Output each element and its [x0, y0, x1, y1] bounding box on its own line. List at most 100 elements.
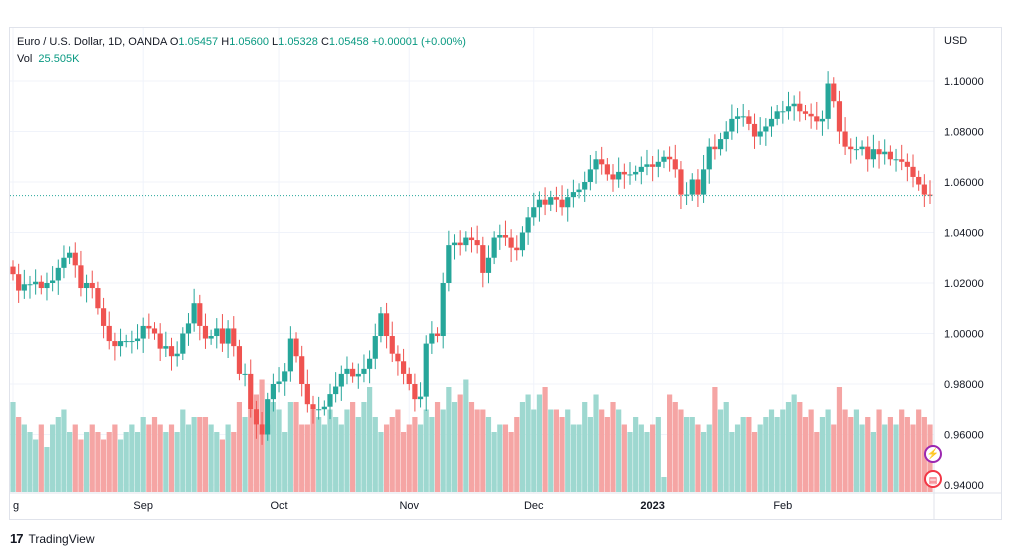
- candle-body: [746, 116, 752, 124]
- candle-body: [814, 116, 820, 122]
- volume-bar: [576, 424, 582, 492]
- candle-body: [55, 267, 61, 281]
- volume-bar: [355, 417, 361, 492]
- volume-bar: [50, 424, 56, 492]
- candle-body: [202, 325, 209, 339]
- volume-bar: [270, 402, 276, 492]
- candle-body: [378, 313, 384, 337]
- candle-body: [395, 353, 401, 362]
- volume-bar: [106, 432, 112, 492]
- price-tick-label: 1.02000: [944, 278, 984, 290]
- tradingview-logo[interactable]: 17 TradingView: [10, 531, 95, 546]
- volume-bar: [768, 409, 775, 492]
- volume-label[interactable]: Vol: [17, 53, 33, 65]
- candle-body: [446, 245, 452, 283]
- volume-bar: [265, 424, 271, 492]
- candle-body: [95, 288, 101, 309]
- candle-body: [208, 336, 214, 339]
- candle-body: [785, 106, 792, 112]
- volume-bar: [457, 394, 463, 492]
- volume-bar: [157, 424, 163, 492]
- volume-bar: [491, 432, 497, 492]
- volume-bar: [916, 409, 922, 492]
- candle-body: [689, 179, 695, 195]
- candle-body: [548, 197, 554, 205]
- volume-bar: [16, 417, 22, 492]
- price-tick-label: 1.04000: [944, 228, 984, 240]
- candle-body: [497, 235, 503, 238]
- volume-bar: [463, 379, 469, 492]
- candle-body: [638, 166, 644, 172]
- candle-body: [780, 111, 786, 113]
- volume-bar: [55, 417, 61, 492]
- volume-bar: [287, 402, 293, 492]
- candle-body: [531, 207, 537, 218]
- volume-bar: [887, 417, 893, 492]
- volume-bar: [910, 424, 916, 492]
- candle-body: [83, 283, 90, 289]
- candle-body: [508, 237, 514, 248]
- volume-bar: [553, 409, 560, 492]
- candle-body: [112, 341, 118, 347]
- us-flag-icon[interactable]: ▤: [924, 470, 942, 488]
- volume-bar: [683, 417, 690, 492]
- symbol-name[interactable]: Euro / U.S. Dollar, 1D, OANDA: [17, 36, 167, 48]
- candle-body: [565, 197, 571, 208]
- candle-body: [859, 146, 865, 150]
- candle-body: [417, 396, 424, 400]
- volume-bar: [208, 424, 214, 492]
- candle-body: [231, 328, 237, 347]
- volume-bar: [151, 417, 158, 492]
- volume-bar: [763, 417, 769, 492]
- volume-bar: [616, 409, 622, 492]
- volume-bar: [870, 432, 876, 492]
- time-tick-label: Oct: [270, 500, 287, 512]
- volume-bar: [333, 417, 339, 492]
- candle-body: [327, 394, 333, 407]
- candle-body: [338, 373, 344, 387]
- chart-panel[interactable]: [9, 27, 1002, 520]
- volume-bar: [134, 432, 141, 492]
- candle-body: [321, 406, 327, 410]
- candle-body: [717, 139, 724, 150]
- volume-bar: [446, 387, 452, 492]
- price-axis-currency[interactable]: USD: [944, 35, 968, 47]
- candle-body: [287, 338, 293, 372]
- open-value: 1.05457: [178, 36, 219, 48]
- volume-bar: [508, 432, 514, 492]
- candle-body: [576, 189, 582, 193]
- volume-bar: [100, 439, 107, 492]
- volume-value: 25.505K: [38, 53, 80, 65]
- candle-body: [89, 283, 95, 289]
- lightning-icon[interactable]: ⚡: [924, 445, 942, 463]
- price-tick-label: 0.94000: [944, 480, 984, 492]
- volume-bar: [757, 424, 763, 492]
- candle-body: [10, 266, 16, 275]
- volume-bar: [819, 417, 826, 492]
- volume-bar: [168, 424, 175, 492]
- candle-body: [106, 325, 112, 342]
- volume-bar: [400, 432, 407, 492]
- candle-body: [893, 159, 899, 161]
- candle-body: [100, 308, 107, 326]
- volume-bar: [865, 417, 871, 492]
- volume-bar: [876, 409, 882, 492]
- volume-bar: [146, 424, 152, 492]
- candle-body: [870, 149, 876, 160]
- candle-body: [293, 338, 299, 357]
- candle-body: [400, 361, 407, 374]
- candle-body: [650, 164, 656, 167]
- candle-body: [389, 336, 395, 354]
- volume-bar: [38, 424, 44, 492]
- volume-bar: [836, 387, 843, 492]
- volume-bar: [700, 432, 707, 492]
- tradingview-brand: TradingView: [28, 531, 95, 546]
- low-value: 1.05328: [278, 36, 318, 48]
- candle-body: [412, 384, 418, 400]
- candle-body: [474, 240, 480, 246]
- volume-bar: [667, 394, 673, 492]
- volume-bar: [191, 417, 197, 492]
- volume-bar: [525, 394, 531, 492]
- candle-body: [344, 368, 350, 374]
